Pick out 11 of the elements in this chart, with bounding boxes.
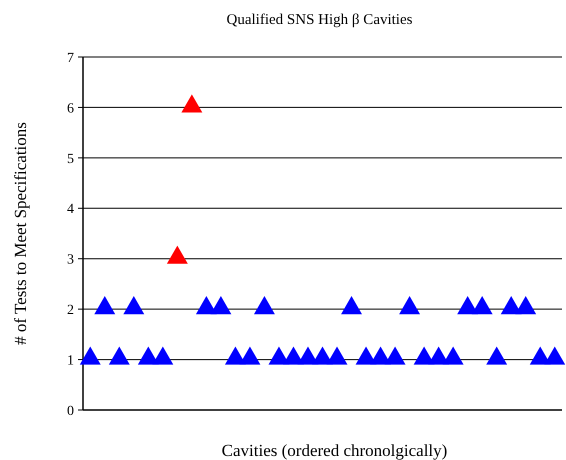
y-tick-label: 4 <box>67 202 74 218</box>
y-tick-label: 3 <box>67 252 74 268</box>
chart-title: Qualified SNS High β Cavities <box>226 12 413 28</box>
y-tick-label: 5 <box>67 152 74 167</box>
y-tick-label: 0 <box>67 404 74 419</box>
y-axis-title: # of Tests to Meet Specifications <box>11 122 30 345</box>
y-tick-label: 7 <box>67 50 74 66</box>
y-tick-label: 2 <box>67 303 74 318</box>
x-axis-title: Cavities (ordered chronolgically) <box>222 441 448 460</box>
y-tick-label: 1 <box>67 353 74 368</box>
y-tick-label: 6 <box>67 101 74 116</box>
